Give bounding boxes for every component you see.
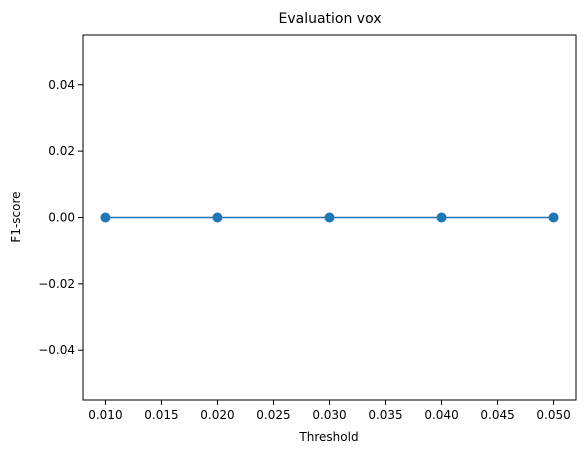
series-layer <box>100 212 559 223</box>
y-tick-label: −0.02 <box>38 277 75 291</box>
x-axis-label: Threshold <box>298 430 358 444</box>
y-tick-label: −0.04 <box>38 343 75 357</box>
y-tick-label: 0.00 <box>48 211 75 225</box>
x-tick-label: 0.015 <box>144 408 178 422</box>
chart-title: Evaluation vox <box>278 11 381 27</box>
x-tick-label: 0.040 <box>424 408 458 422</box>
x-tick-label: 0.035 <box>368 408 402 422</box>
y-axis-label: F1-score <box>9 191 23 242</box>
data-point <box>436 212 447 223</box>
x-tick-label: 0.050 <box>536 408 570 422</box>
y-tick-label: 0.04 <box>48 78 75 92</box>
x-tick-label: 0.020 <box>200 408 234 422</box>
x-tick-label: 0.045 <box>480 408 514 422</box>
data-point <box>212 212 223 223</box>
data-point <box>324 212 335 223</box>
y-ticks: −0.04 −0.02 0.00 0.02 0.04 <box>38 78 83 357</box>
x-tick-label: 0.030 <box>312 408 346 422</box>
x-tick-label: 0.025 <box>256 408 290 422</box>
data-point <box>548 212 559 223</box>
y-tick-label: 0.02 <box>48 144 75 158</box>
data-point <box>100 212 111 223</box>
x-ticks: 0.010 0.015 0.020 0.025 0.030 0.035 0.040 0.045… <box>88 400 571 422</box>
x-tick-label: 0.010 <box>88 408 122 422</box>
